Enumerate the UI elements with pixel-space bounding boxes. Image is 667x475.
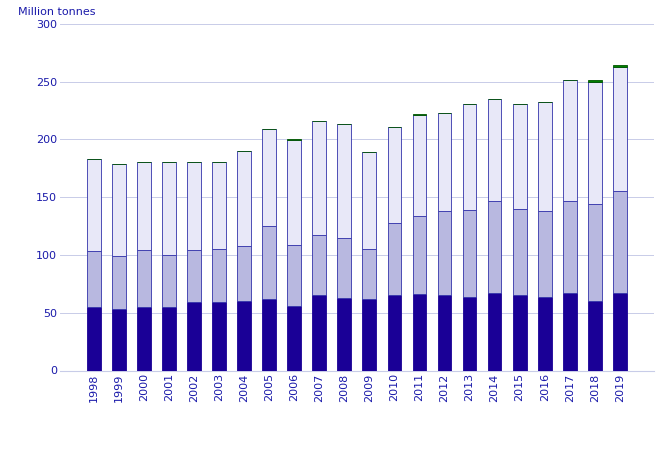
Bar xyxy=(112,309,126,370)
Bar xyxy=(112,163,126,256)
Bar xyxy=(538,296,552,370)
Bar xyxy=(287,306,301,371)
Bar xyxy=(212,162,226,249)
Bar xyxy=(87,159,101,251)
Bar xyxy=(613,293,627,370)
Bar xyxy=(237,301,251,370)
Bar xyxy=(338,238,352,298)
Bar xyxy=(112,256,126,309)
Bar xyxy=(388,223,402,295)
Text: Million tonnes: Million tonnes xyxy=(19,7,96,17)
Bar xyxy=(362,249,376,299)
Bar xyxy=(87,307,101,370)
Bar xyxy=(87,251,101,307)
Bar xyxy=(538,102,552,211)
Bar xyxy=(162,307,176,370)
Bar xyxy=(563,80,576,200)
Bar xyxy=(413,115,426,216)
Legend: Biomass, Metals, Non-metallic minerals, Fossil energy materials/carriers: Biomass, Metals, Non-metallic minerals, … xyxy=(121,473,593,475)
Bar xyxy=(413,216,426,294)
Bar xyxy=(388,127,402,223)
Bar xyxy=(588,80,602,82)
Bar xyxy=(563,200,576,293)
Bar xyxy=(488,200,502,293)
Bar xyxy=(338,298,352,370)
Bar xyxy=(488,99,502,200)
Bar xyxy=(588,301,602,370)
Bar xyxy=(287,139,301,141)
Bar xyxy=(513,295,526,370)
Bar xyxy=(237,246,251,301)
Bar xyxy=(613,66,627,191)
Bar xyxy=(463,210,476,296)
Bar xyxy=(312,295,326,370)
Bar xyxy=(137,162,151,250)
Bar xyxy=(438,211,452,295)
Bar xyxy=(287,141,301,245)
Bar xyxy=(438,295,452,370)
Bar xyxy=(237,151,251,246)
Bar xyxy=(262,129,276,226)
Bar xyxy=(312,121,326,235)
Bar xyxy=(438,113,452,211)
Bar xyxy=(187,162,201,250)
Bar xyxy=(212,249,226,302)
Bar xyxy=(538,211,552,296)
Bar xyxy=(588,204,602,301)
Bar xyxy=(187,250,201,302)
Bar xyxy=(513,209,526,295)
Bar xyxy=(212,302,226,370)
Bar xyxy=(362,152,376,249)
Bar xyxy=(613,191,627,293)
Bar xyxy=(613,66,627,67)
Bar xyxy=(488,293,502,370)
Bar xyxy=(338,124,352,238)
Bar xyxy=(137,307,151,370)
Bar xyxy=(137,250,151,307)
Bar xyxy=(463,296,476,370)
Bar xyxy=(388,295,402,370)
Bar xyxy=(463,104,476,210)
Bar xyxy=(413,114,426,115)
Bar xyxy=(588,82,602,204)
Bar xyxy=(162,255,176,307)
Bar xyxy=(262,226,276,299)
Bar xyxy=(287,245,301,306)
Bar xyxy=(563,293,576,370)
Bar xyxy=(362,299,376,370)
Bar xyxy=(413,294,426,370)
Bar xyxy=(162,162,176,255)
Bar xyxy=(187,302,201,370)
Bar xyxy=(312,235,326,295)
Bar xyxy=(513,104,526,209)
Bar xyxy=(262,299,276,370)
